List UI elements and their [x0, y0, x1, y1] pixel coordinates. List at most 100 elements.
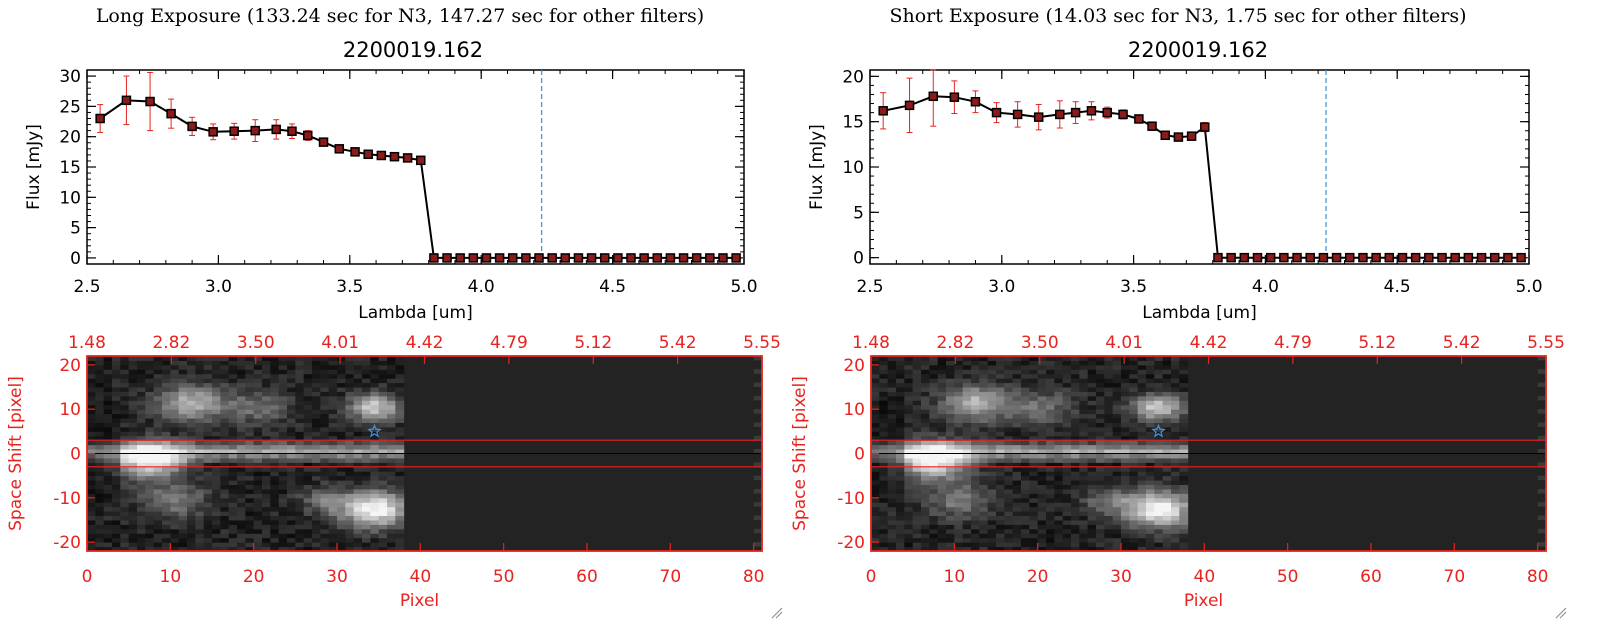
image-pixel — [896, 435, 905, 441]
image-pixel — [287, 356, 296, 361]
image-pixel — [87, 466, 96, 472]
image-pixel — [1179, 511, 1189, 517]
image-pixel — [178, 506, 188, 512]
image-pixel — [270, 471, 280, 477]
image-pixel — [220, 475, 230, 481]
image-pixel — [1171, 444, 1180, 450]
image-pixel — [320, 444, 330, 450]
image-pixel — [112, 364, 121, 370]
image-pixel — [145, 471, 155, 477]
image-pixel — [879, 497, 889, 503]
image-pixel — [987, 356, 997, 361]
image-pixel — [1104, 533, 1114, 539]
image-pixel — [312, 528, 321, 534]
image-pixel — [295, 431, 305, 437]
image-pixel — [1537, 528, 1546, 534]
image-pixel — [1012, 480, 1022, 486]
image-pixel — [1046, 449, 1055, 454]
image-pixel — [1096, 453, 1105, 459]
image-pixel — [128, 422, 138, 428]
image-pixel — [904, 391, 914, 397]
image-pixel — [270, 364, 280, 370]
image-pixel — [103, 493, 113, 499]
image-pixel — [979, 382, 989, 388]
image-pixel — [996, 400, 1005, 406]
image-pixel — [320, 533, 330, 539]
image-pixel — [370, 480, 380, 486]
image-pixel — [95, 449, 105, 454]
image-pixel — [120, 387, 130, 392]
image-pixel — [1046, 466, 1055, 472]
data-point — [350, 147, 360, 157]
image-pixel — [395, 528, 405, 534]
image-pixel — [312, 449, 321, 454]
data-point — [1305, 252, 1315, 263]
image-pixel — [1037, 395, 1047, 401]
image-pixel — [120, 422, 130, 428]
image-pixel — [312, 387, 321, 392]
image-pixel — [1079, 387, 1089, 392]
image-pixel — [162, 449, 171, 454]
image-pixel — [962, 449, 972, 454]
resize-grip-icon[interactable] — [1555, 607, 1567, 619]
image-pixel — [1129, 391, 1139, 397]
image-pixel — [887, 502, 897, 508]
image-pixel — [137, 511, 146, 517]
image-pixel — [120, 435, 130, 441]
image-pixel — [253, 537, 263, 543]
image-pixel — [303, 449, 313, 454]
image-pixel — [1146, 382, 1155, 388]
image-pixel — [137, 418, 146, 423]
image-pixel — [1146, 356, 1155, 361]
image-pixel — [353, 431, 363, 437]
image-pixel — [1104, 466, 1114, 472]
image-pixel — [1171, 360, 1180, 366]
image-pixel — [987, 369, 997, 375]
image-pixel — [887, 480, 897, 486]
image-pixel — [187, 519, 196, 525]
image-pixel — [1179, 364, 1189, 370]
image-pixel — [87, 387, 96, 392]
image-pixel — [278, 528, 288, 534]
image-pixel — [1062, 475, 1072, 481]
image-pixel — [120, 369, 130, 375]
image-pixel — [871, 435, 880, 441]
image-pixel — [1096, 364, 1105, 370]
image-pixel — [1037, 387, 1047, 392]
resize-grip-icon[interactable] — [771, 607, 783, 619]
image-pixel — [1129, 444, 1139, 450]
image-pixel — [871, 400, 880, 406]
image-pixel — [929, 404, 939, 410]
image-pixel — [1179, 360, 1189, 366]
image-pixel — [237, 378, 246, 384]
image-pixel — [378, 480, 388, 486]
image-pixel — [1154, 488, 1164, 494]
image-pixel — [162, 422, 171, 428]
image-pixel — [987, 444, 997, 450]
image-pixel — [1054, 519, 1064, 525]
image-pixel — [128, 546, 138, 551]
image-pixel — [112, 418, 121, 423]
image-pixel — [1087, 449, 1097, 454]
image-pixel — [345, 373, 355, 379]
image-pixel — [95, 426, 105, 432]
image-pixel — [1079, 480, 1089, 486]
image-pixel — [1121, 542, 1130, 548]
image-pixel — [904, 537, 914, 543]
image-pixel — [245, 400, 255, 406]
image-pixel — [95, 506, 105, 512]
image-pixel — [212, 488, 221, 494]
image-pixel — [278, 364, 288, 370]
image-pixel — [921, 511, 930, 517]
y-tick-label: 15 — [842, 113, 864, 133]
image-pixel — [1071, 431, 1080, 437]
image-pixel — [87, 537, 96, 543]
image-pixel — [946, 533, 955, 539]
image-pixel — [195, 475, 205, 481]
image-pixel — [929, 391, 939, 397]
image-pixel — [162, 431, 171, 437]
image-pixel — [387, 493, 396, 499]
image-pixel — [162, 378, 171, 384]
image-pixel — [87, 471, 96, 477]
image-pixel — [1054, 440, 1064, 446]
